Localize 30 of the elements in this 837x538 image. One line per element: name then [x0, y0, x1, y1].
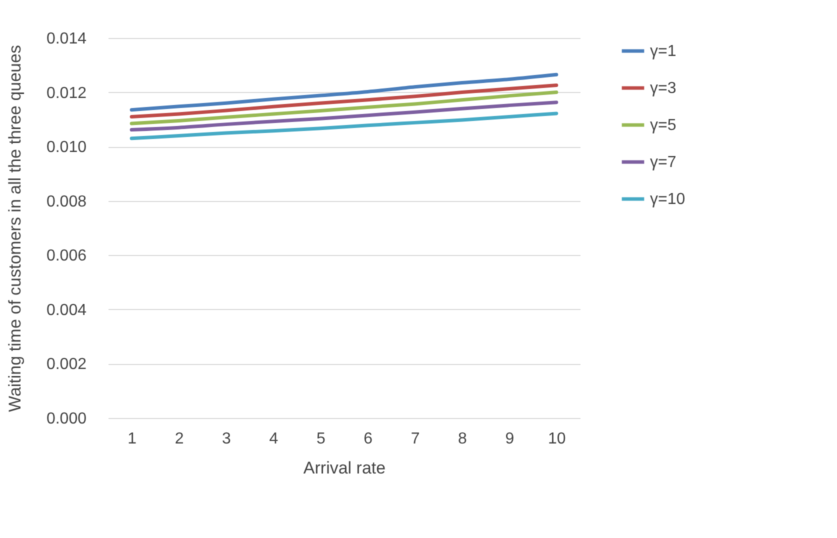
x-tick-label: 9 [505, 430, 514, 448]
y-tick-label: 0.008 [46, 193, 87, 210]
y-tick-label: 0.014 [46, 30, 87, 48]
line-series [130, 100, 558, 132]
line-series [130, 83, 558, 118]
line-series [130, 112, 558, 140]
y-axis-title: Waiting time of customers in all the three queues [5, 45, 24, 412]
y-tick-label: 0.004 [46, 302, 87, 319]
y-tick-label: 0.000 [46, 410, 87, 428]
y-tick-label: 0.006 [46, 248, 87, 265]
x-tick-label: 5 [316, 430, 326, 448]
x-tick-label: 10 [548, 430, 566, 448]
x-axis-title: Arrival rate [303, 458, 386, 478]
line-series [130, 72, 558, 112]
y-tick-label: 0.010 [46, 139, 87, 156]
x-tick-label: 7 [410, 430, 420, 448]
x-tick-label: 4 [269, 430, 278, 448]
legend-label: γ=3 [650, 80, 676, 97]
legend-label: γ=1 [650, 43, 676, 60]
legend-label: γ=5 [650, 117, 676, 134]
x-tick-label: 8 [458, 430, 468, 448]
x-tick-label: 6 [364, 430, 373, 448]
x-tick-label: 1 [128, 430, 137, 448]
line-series [130, 90, 558, 126]
y-tick-label: 0.002 [46, 356, 87, 374]
y-tick-label: 0.012 [46, 84, 87, 102]
legend-label: γ=7 [650, 154, 676, 171]
x-tick-label: 2 [174, 430, 184, 448]
x-tick-label: 3 [222, 430, 232, 448]
legend-label: γ=10 [650, 191, 686, 208]
